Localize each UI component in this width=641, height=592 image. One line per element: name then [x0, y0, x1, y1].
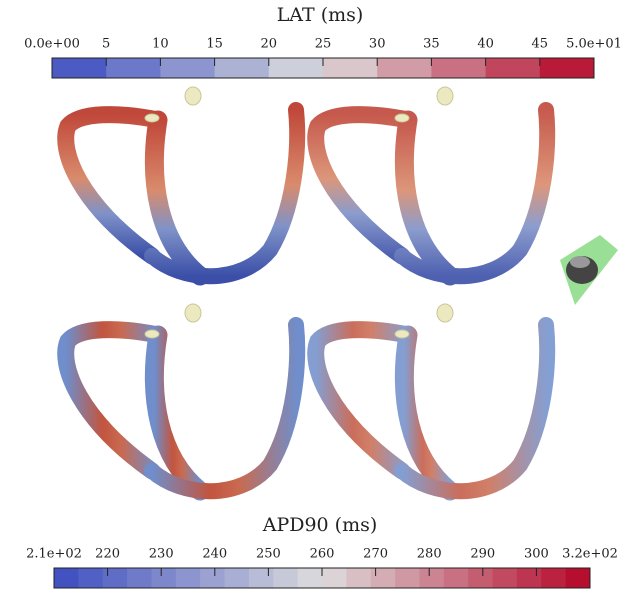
colorbar-band — [54, 568, 79, 588]
colorbar-tick-label: 260 — [310, 547, 335, 562]
colorbar-tick-label: 250 — [256, 547, 281, 562]
colorbar-tick-label: 45 — [532, 37, 549, 52]
colorbar-band — [444, 568, 469, 588]
colorbar-band — [215, 58, 270, 78]
colorbar-tick-label: 25 — [315, 37, 332, 52]
colorbar-tick-label: 270 — [363, 547, 388, 562]
colorbar-tick-label: 40 — [477, 37, 494, 52]
colorbar-tick-label: 290 — [470, 547, 495, 562]
colorbar-band — [486, 58, 541, 78]
colorbar-band — [269, 58, 324, 78]
colorbar-tick-label: 0.0e+00 — [24, 37, 80, 52]
colorbar-band — [431, 58, 486, 78]
colorbar-tick-label: 240 — [202, 547, 227, 562]
colorbar-band — [151, 568, 176, 588]
colorbar-band — [176, 568, 201, 588]
colorbar-band — [346, 568, 371, 588]
colorbar-band — [468, 568, 493, 588]
colorbar-tick-label: 10 — [152, 37, 169, 52]
colorbar-band — [200, 568, 225, 588]
colorbar-band — [78, 568, 103, 588]
colorbar-band — [540, 58, 595, 78]
colorbar-band — [52, 58, 107, 78]
heart-panel — [66, 325, 297, 491]
colorbar-tick-label: 15 — [206, 37, 223, 52]
colorbar-tick-label: 35 — [423, 37, 440, 52]
colorbar-band — [419, 568, 444, 588]
colorbar-tick-label: 280 — [417, 547, 442, 562]
colorbar-band — [127, 568, 152, 588]
colorbar-tick-label: 20 — [261, 37, 278, 52]
orientation-icon — [560, 235, 618, 305]
colorbar-band — [103, 568, 128, 588]
colorbar-tick-label: 5 — [102, 37, 110, 52]
colorbar-tick-label: 5.0e+01 — [566, 37, 622, 52]
colorbar-title: LAT (ms) — [277, 4, 364, 26]
colorbar-tick-label: 230 — [149, 547, 174, 562]
colorbar-band — [298, 568, 323, 588]
figure: LAT (ms) APD90 (ms) 0.0e+00 5 10 15 20 25 30 35… — [0, 0, 641, 592]
colorbar-tick-label: 30 — [369, 37, 386, 52]
colorbar-band — [377, 58, 432, 78]
heart-panel — [66, 110, 297, 276]
colorbar-band — [541, 568, 566, 588]
colorbar-tick-label: 220 — [95, 547, 120, 562]
colorbar-tick-label: 3.2e+02 — [562, 547, 618, 562]
colorbar-band — [323, 58, 378, 78]
colorbar-band — [106, 58, 161, 78]
colorbar-band — [371, 568, 396, 588]
colorbar-tick-label: 2.1e+02 — [26, 547, 82, 562]
colorbar-band — [566, 568, 591, 588]
colorbar-band — [273, 568, 298, 588]
colorbar-band — [249, 568, 274, 588]
colorbar-band — [225, 568, 250, 588]
heart-panel — [316, 110, 547, 276]
heart-panel — [316, 325, 547, 491]
colorbar-title: APD90 (ms) — [262, 514, 378, 536]
colorbar-band — [395, 568, 420, 588]
colorbar-band — [322, 568, 347, 588]
page: LAT (ms) APD90 (ms) 0.0e+00 5 10 15 20 25 30 35… — [0, 0, 641, 592]
colorbar-band — [160, 58, 215, 78]
colorbar-tick-label: 300 — [524, 547, 549, 562]
colorbar-band — [493, 568, 518, 588]
colorbar-band — [517, 568, 542, 588]
